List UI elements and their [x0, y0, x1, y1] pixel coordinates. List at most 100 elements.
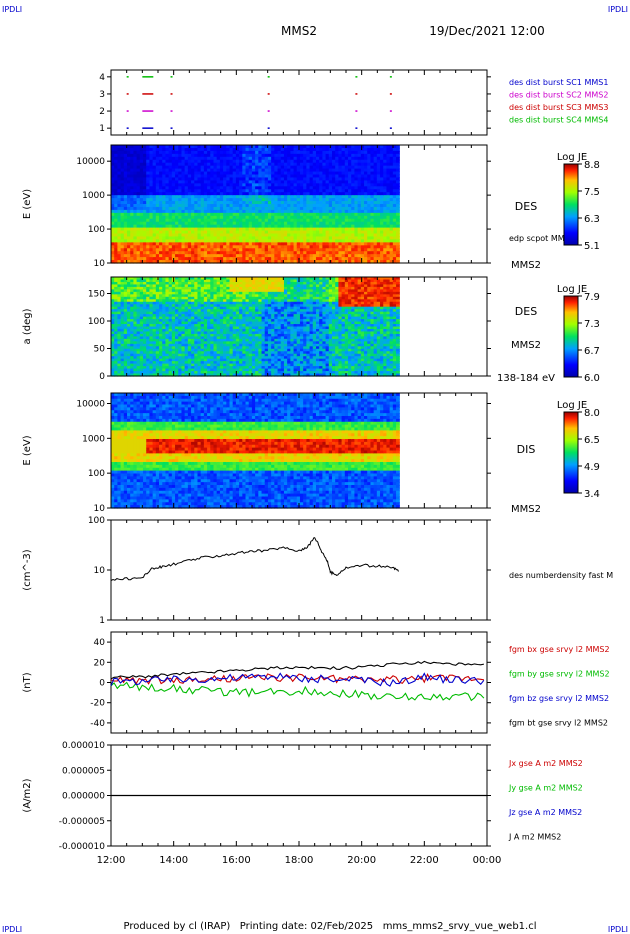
spectrogram-cell: [315, 224, 320, 229]
spectrogram-cell: [239, 221, 243, 226]
spectrogram-cell: [133, 201, 138, 205]
spectrogram-cell: [280, 236, 285, 240]
spectrogram-cell: [335, 204, 340, 208]
spectrogram-cell: [191, 233, 195, 238]
spectrogram-cell: [232, 248, 237, 252]
spectrogram-cell: [255, 212, 259, 217]
spectrogram-cell: [200, 189, 205, 193]
spectrogram-cell: [178, 215, 183, 220]
spectrogram-cell: [315, 206, 320, 211]
spectrogram-cell: [271, 183, 275, 187]
spectrogram-cell: [322, 189, 327, 193]
spectrogram-cell: [293, 227, 298, 232]
spectrogram-cell: [223, 192, 227, 196]
spectrogram-cell: [287, 209, 291, 214]
spectrogram-cell: [178, 189, 183, 193]
spectrogram-cell: [165, 209, 170, 214]
spectrogram-cell: [319, 230, 323, 235]
spectrogram-cell: [114, 221, 119, 226]
spectrogram-cell: [123, 189, 128, 193]
spectrogram-cell: [335, 174, 340, 179]
spectrogram-cell: [303, 180, 307, 184]
spectrogram-cell: [171, 233, 176, 238]
spectrogram-cell: [136, 171, 141, 176]
spectrogram-cell: [229, 156, 234, 161]
spectrogram-cell: [264, 230, 269, 235]
spectrogram-cell: [332, 159, 336, 164]
spectrogram-cell: [264, 195, 269, 199]
spectrogram-cell: [130, 248, 135, 252]
spectrogram-cell: [283, 186, 288, 190]
spectrogram-cell: [207, 248, 211, 252]
spectrogram-cell: [267, 260, 272, 264]
spectrogram-cell: [280, 150, 285, 155]
spectrogram-cell: [283, 227, 288, 232]
spectrogram-cell: [258, 242, 263, 246]
spectrogram-cell: [242, 260, 247, 264]
spectrogram-cell: [248, 257, 253, 261]
spectrogram-cell: [181, 242, 186, 246]
spectrogram-cell: [149, 186, 154, 190]
spectrogram-cell: [328, 201, 333, 205]
spectrogram-cell: [258, 192, 263, 196]
spectrogram-cell: [248, 156, 253, 161]
spectrogram-cell: [264, 165, 269, 170]
spectrogram-cell: [335, 215, 340, 220]
spectrogram-cell: [325, 233, 330, 238]
spectrogram-cell: [338, 245, 343, 249]
spectrogram-cell: [296, 239, 301, 243]
spectrogram-cell: [293, 215, 298, 220]
spectrogram-cell: [184, 177, 189, 181]
spectrogram-cell: [175, 153, 179, 158]
spectrogram-cell: [274, 230, 279, 235]
spectrogram-cell: [309, 239, 314, 243]
spectrogram-cell: [127, 218, 131, 223]
spectrogram-cell: [165, 165, 170, 170]
spectrogram-cell: [210, 215, 215, 220]
spectrogram-cell: [175, 186, 179, 190]
spectrogram-cell: [264, 189, 269, 193]
spectrogram-cell: [130, 147, 135, 152]
spectrogram-cell: [312, 189, 317, 193]
spectrogram-cell: [245, 224, 250, 229]
spectrogram-cell: [293, 236, 298, 240]
spectrogram-cell: [210, 189, 215, 193]
spectrogram-cell: [239, 174, 243, 179]
spectrogram-cell: [332, 145, 336, 149]
spectrogram-cell: [322, 186, 327, 190]
spectrogram-cell: [123, 233, 128, 238]
spectrogram-cell: [267, 189, 272, 193]
spectrogram-cell: [226, 212, 231, 217]
spectrogram-cell: [232, 230, 237, 235]
spectrogram-cell: [258, 239, 263, 243]
spectrogram-cell: [309, 224, 314, 229]
spectrogram-cell: [200, 150, 205, 155]
spectrogram-cell: [303, 156, 307, 161]
spectrogram-cell: [120, 195, 125, 199]
spectrogram-cell: [290, 218, 295, 223]
spectrogram-cell: [271, 162, 275, 167]
spectrogram-cell: [149, 153, 154, 158]
spectrogram-cell: [207, 189, 211, 193]
y-tick-label: 10000: [76, 157, 105, 167]
spectrogram-cell: [245, 245, 250, 249]
spectrogram-cell: [332, 204, 336, 208]
spectrogram-cell: [168, 201, 173, 205]
spectrogram-cell: [155, 248, 160, 252]
spectrogram-cell: [293, 251, 298, 255]
spectrogram-cell: [332, 165, 336, 170]
spectrogram-cell: [223, 153, 227, 158]
spectrogram-cell: [335, 186, 340, 190]
spectrogram-cell: [165, 192, 170, 196]
spectrogram-cell: [312, 153, 317, 158]
spectrogram-cell: [178, 251, 183, 255]
spectrogram-cell: [312, 180, 317, 184]
spectrogram-cell: [258, 177, 263, 181]
spectrogram-cell: [309, 177, 314, 181]
spectrogram-cell: [261, 156, 266, 161]
spectrogram-cell: [216, 212, 221, 217]
spectrogram-cell: [130, 236, 135, 240]
spectrogram-cell: [271, 236, 275, 240]
spectrogram-cell: [274, 260, 279, 264]
spectrogram-cell: [312, 224, 317, 229]
